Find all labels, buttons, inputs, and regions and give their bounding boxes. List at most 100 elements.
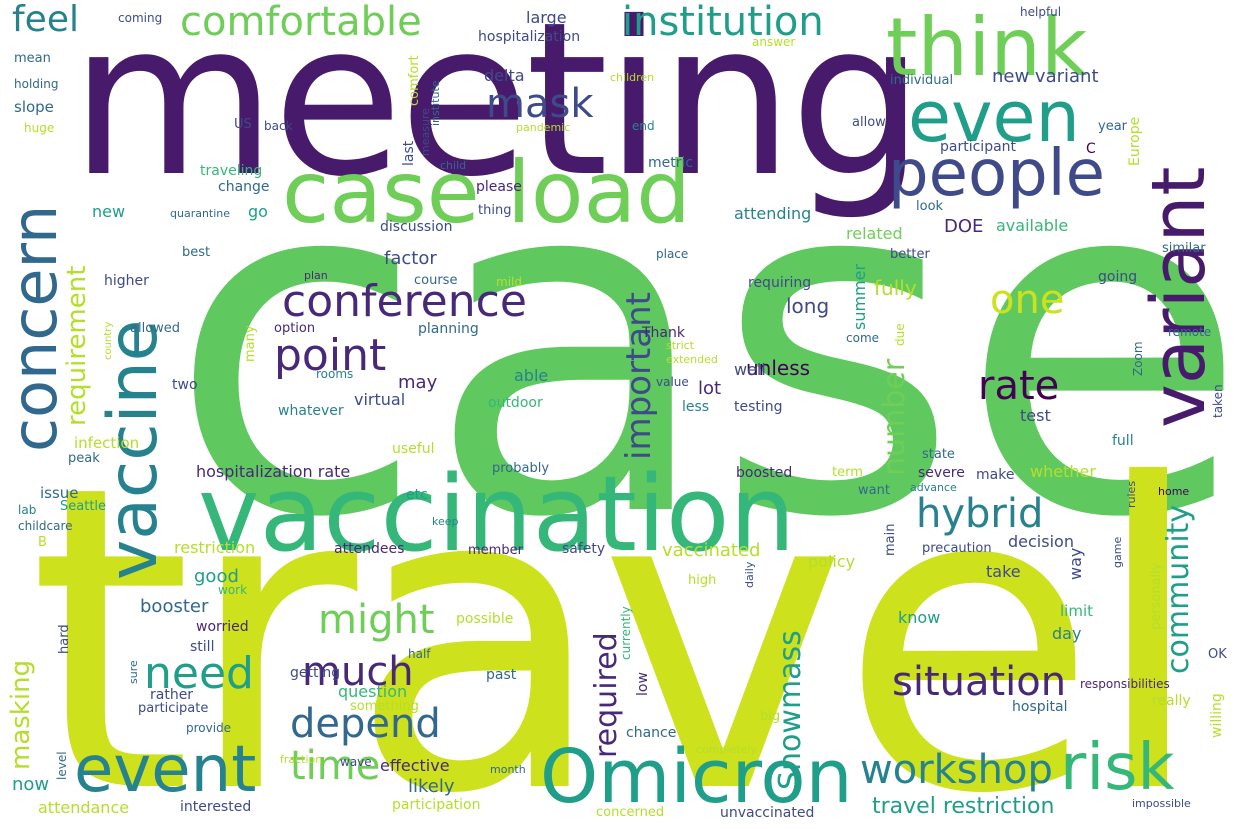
word: depend [290, 701, 441, 747]
word: going [1098, 269, 1138, 285]
word: comfortable [180, 0, 422, 45]
word: similar [1162, 241, 1206, 256]
word: due [893, 323, 907, 346]
word: impossible [1132, 797, 1191, 810]
word: point [274, 330, 387, 381]
word: rate [978, 363, 1060, 409]
word: planning [418, 321, 479, 337]
word: high [688, 573, 717, 588]
word: time [290, 743, 381, 789]
word: home [1158, 485, 1190, 498]
word: much [302, 649, 414, 695]
word: people [888, 137, 1105, 211]
word: whether [1030, 462, 1096, 481]
word: variant [1136, 166, 1222, 428]
word: severe [918, 465, 965, 481]
word: personally [1149, 562, 1164, 630]
word: OK [1208, 647, 1227, 662]
word: rules [1125, 480, 1138, 508]
word: make [976, 467, 1015, 483]
word: risk [1060, 731, 1175, 805]
word: Thank [642, 325, 685, 341]
word: need [144, 648, 254, 699]
word: participate [138, 701, 209, 716]
word: work [218, 583, 248, 597]
word: take [986, 562, 1021, 581]
word: measure [419, 108, 432, 156]
word: vaccinated [662, 540, 761, 561]
word: last [401, 140, 417, 166]
word: slope [14, 98, 54, 116]
word: number [877, 358, 912, 476]
word: game [1111, 536, 1124, 568]
word: whatever [278, 403, 344, 419]
word: booster [140, 596, 209, 617]
word: might [318, 597, 435, 643]
word: end [632, 119, 655, 133]
word: better [890, 247, 930, 262]
word: requiring [748, 275, 812, 291]
word: Snowmass [773, 630, 808, 790]
word: testing [734, 399, 783, 415]
word: mild [496, 275, 522, 289]
word: think [886, 1, 1088, 94]
word: mean [14, 51, 51, 66]
word: available [996, 216, 1069, 235]
word: effective [380, 756, 450, 775]
word: helpful [1020, 5, 1062, 19]
word: related [846, 224, 903, 243]
word: summer [850, 263, 869, 330]
word: level [55, 751, 69, 780]
word: member [468, 543, 523, 558]
word: place [656, 247, 689, 261]
word: Europe [1127, 116, 1143, 166]
word: vaccination [198, 453, 796, 575]
word: please [476, 179, 522, 195]
word: B [38, 535, 47, 550]
word: new variant [992, 66, 1099, 87]
word: strict [666, 339, 694, 352]
word: want [858, 483, 890, 498]
word: fully [874, 276, 917, 300]
word: restriction [174, 538, 256, 557]
word: limit [1060, 602, 1093, 620]
word: hospitalization [478, 29, 581, 45]
word: good [194, 566, 239, 587]
word: may [398, 372, 438, 393]
word: precaution [922, 541, 992, 556]
word: possible [456, 611, 514, 627]
word: way [1066, 547, 1085, 580]
word: chance [626, 725, 677, 741]
word: feel [12, 0, 79, 40]
word: situation [892, 659, 1067, 705]
word: taken [1211, 384, 1225, 418]
word: etc [406, 487, 428, 503]
word: remote [1168, 325, 1212, 339]
word: Zoom [1131, 341, 1145, 376]
word: value [656, 375, 689, 389]
word: coming [118, 11, 163, 25]
word: getting [290, 665, 341, 681]
word: child [440, 159, 467, 172]
word: decision [1008, 532, 1074, 551]
word: know [898, 608, 941, 627]
word: extended [666, 353, 718, 366]
word: likely [408, 776, 455, 797]
word: look [916, 199, 944, 214]
word: mask [486, 81, 594, 127]
word: come [846, 331, 880, 345]
word: policy [808, 552, 856, 571]
word: now [12, 774, 50, 795]
word: half [408, 647, 431, 661]
word: participant [940, 139, 1017, 155]
word: many [243, 325, 258, 362]
word: plan [304, 269, 328, 282]
word: advance [910, 481, 957, 494]
word: main [883, 523, 898, 556]
word: conference [282, 276, 527, 327]
word: willing [1209, 693, 1225, 738]
word: two [172, 377, 198, 393]
word: workshop [860, 747, 1053, 793]
word: even [908, 76, 1080, 158]
word: hard [57, 624, 72, 654]
